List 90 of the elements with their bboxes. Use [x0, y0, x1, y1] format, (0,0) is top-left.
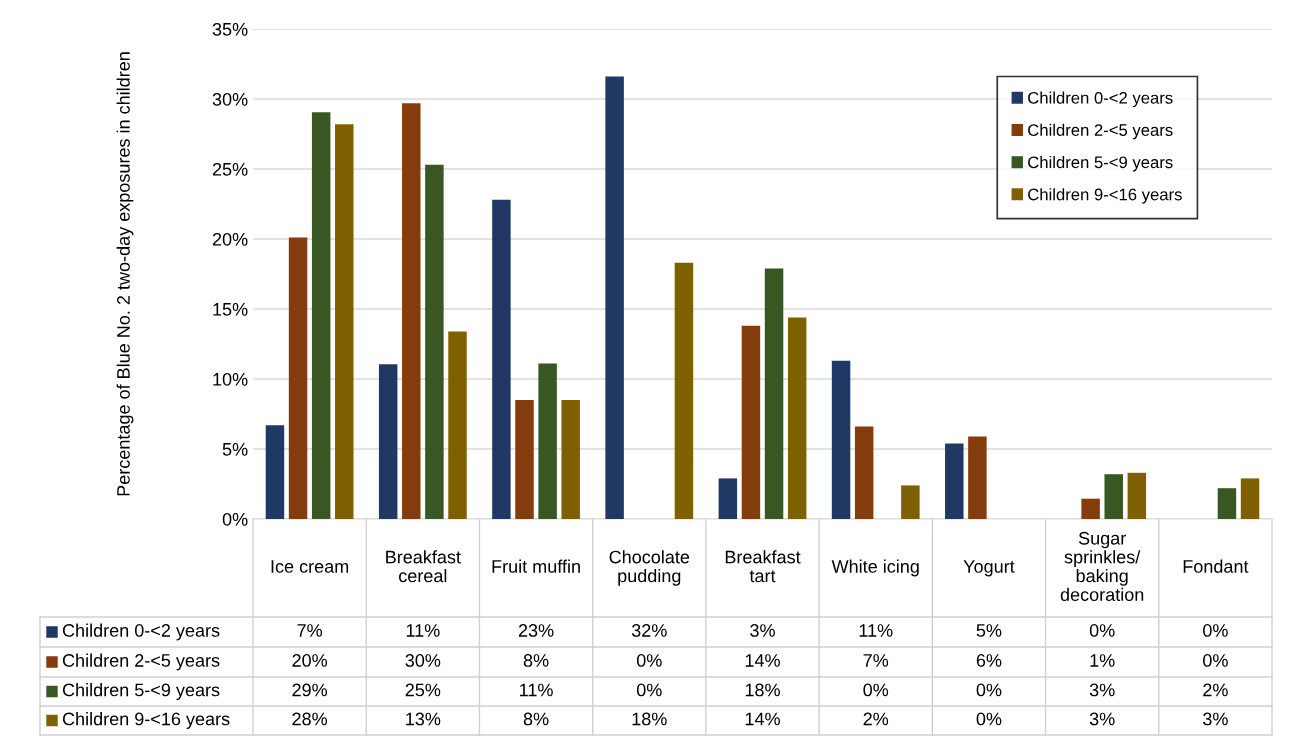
data-label: 0% [1089, 624, 1115, 637]
data-label: 8% [523, 712, 549, 726]
bar [831, 360, 851, 519]
bar [492, 199, 511, 519]
data-label: 1% [1090, 654, 1115, 667]
data-label: 0% [1203, 624, 1228, 637]
bar [968, 436, 987, 519]
y-axis-title: Percentage of Blue No. 2 two-day exposures in children [116, 52, 134, 496]
data-label: 0% [976, 683, 1002, 697]
data-label: 0% [1203, 654, 1228, 667]
bar [538, 363, 557, 519]
bar [718, 478, 738, 519]
bar [448, 331, 467, 519]
x-tick-label: Breakfast cereal [386, 550, 461, 583]
x-tick-label: Breakfast tart [725, 550, 801, 583]
data-label: 2% [1203, 683, 1228, 697]
data-label: 0% [976, 712, 1002, 726]
y-tick-label: 25% [212, 162, 248, 176]
y-tick-label: 5% [222, 443, 248, 456]
data-label: 32% [631, 624, 667, 637]
legend-label: Children 5-<9 years [1028, 155, 1173, 172]
data-label: 14% [745, 712, 780, 726]
data-label: 0% [863, 683, 889, 697]
bar [1081, 498, 1100, 519]
data-label: 13% [406, 712, 441, 726]
bar [335, 124, 354, 519]
data-label: 18% [745, 683, 780, 697]
bar [605, 76, 624, 519]
bar [1127, 472, 1147, 519]
data-label: 3% [1089, 683, 1115, 697]
x-tick-label: Sugar sprinkles/ baking decoration [1060, 531, 1144, 602]
data-label: 0% [636, 654, 662, 667]
data-label: 28% [292, 712, 328, 726]
bar [741, 325, 761, 519]
x-tick-label: Fondant [1183, 559, 1249, 573]
bar [787, 317, 807, 519]
data-label: 0% [636, 683, 662, 697]
data-label: 8% [523, 654, 549, 667]
bar [265, 425, 285, 519]
bar [561, 400, 580, 519]
data-label: 11% [859, 624, 893, 637]
x-tick-label: White icing [831, 559, 919, 577]
bar [288, 237, 308, 519]
bar [764, 268, 784, 519]
x-tick-label: Ice cream [271, 560, 349, 573]
data-label: 2% [863, 712, 889, 726]
bar [425, 164, 444, 519]
y-tick-label: 35% [212, 22, 248, 36]
data-label: 23% [518, 624, 554, 637]
bar [311, 112, 331, 519]
data-label: 5% [976, 624, 1002, 637]
bar [674, 262, 694, 519]
bar [1217, 488, 1237, 519]
bar [1104, 474, 1123, 519]
data-label: 3% [1203, 712, 1228, 726]
data-label: 18% [632, 712, 667, 726]
data-label: 11% [520, 683, 553, 697]
bar [1240, 478, 1260, 519]
bar [515, 400, 534, 519]
data-label: 3% [1089, 712, 1115, 726]
data-label: 30% [405, 654, 441, 667]
legend-label: Children 0-<2 years [1028, 91, 1173, 108]
legend-label: Children 9-<16 years [1028, 188, 1182, 204]
y-tick-label: 10% [213, 372, 248, 386]
bar [402, 103, 421, 519]
x-tick-label: Chocolate pudding [609, 550, 690, 586]
y-tick-label: 30% [212, 92, 248, 106]
bar [901, 485, 920, 519]
bar [854, 426, 874, 519]
data-label: 25% [405, 683, 441, 697]
legend-label: Children 2-<5 years [1028, 123, 1173, 140]
x-tick-label: Yogurt [963, 560, 1015, 577]
data-label: 6% [976, 654, 1002, 667]
data-label: 20% [292, 654, 328, 667]
y-tick-label: 20% [212, 232, 248, 246]
data-label: 3% [750, 624, 775, 637]
bar [945, 443, 964, 519]
text: Children 2-<5 years [62, 653, 220, 671]
y-tick-label: 0% [222, 512, 248, 526]
data-label: 11% [406, 624, 440, 637]
text: Children 5-<9 years [62, 683, 220, 700]
data-label: 29% [292, 683, 328, 697]
x-tick-label: Fruit muffin [492, 559, 580, 573]
text: Children 0-<2 years [62, 623, 220, 641]
text: Children 9-<16 years [62, 712, 230, 729]
y-tick-label: 15% [213, 303, 248, 316]
data-label: 7% [863, 654, 889, 667]
data-label: 14% [745, 654, 780, 667]
data-label: 7% [297, 624, 323, 637]
bar [378, 364, 398, 519]
